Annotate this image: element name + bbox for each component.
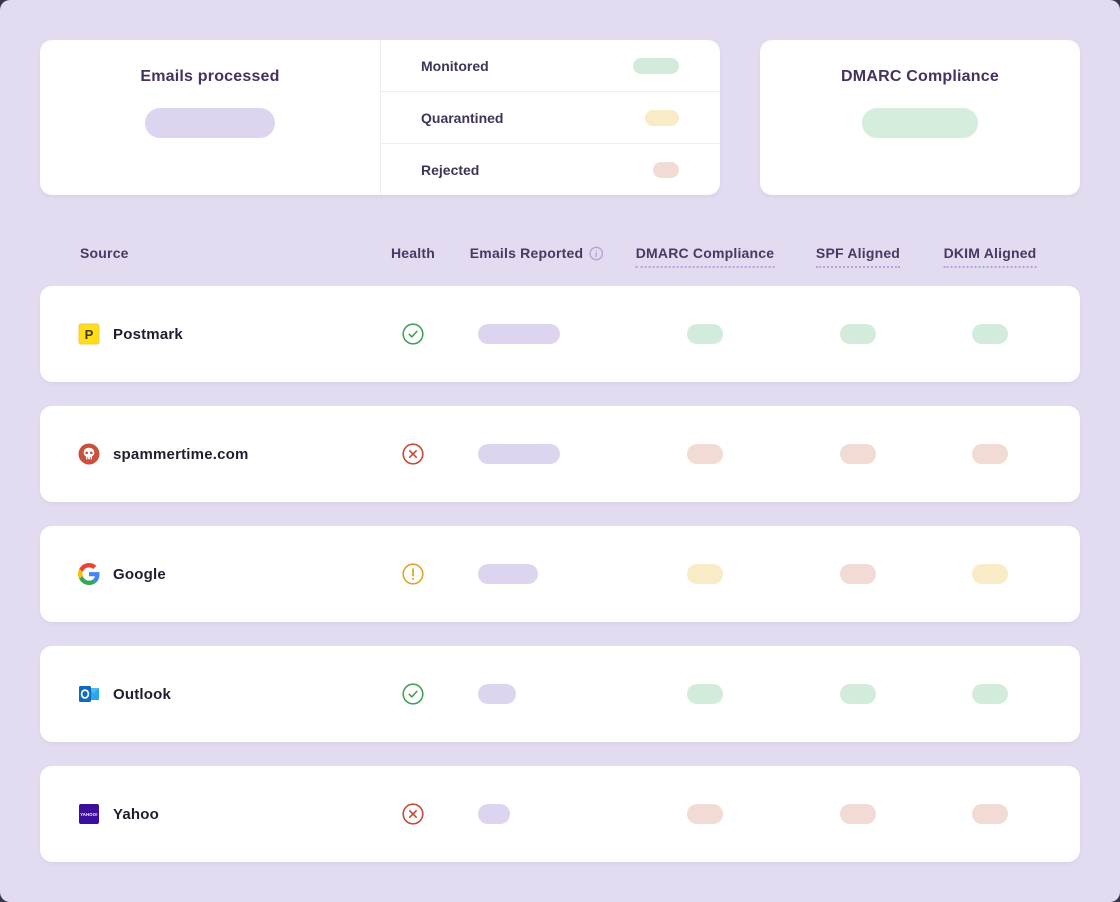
breakdown-value-placeholder bbox=[653, 161, 679, 178]
google-logo bbox=[78, 563, 100, 585]
dmarc-compliance-card: DMARC Compliance bbox=[760, 40, 1080, 195]
breakdown-list: Monitored Quarantined Rejected bbox=[380, 40, 720, 195]
svg-text:YAHOO!: YAHOO! bbox=[80, 812, 98, 817]
spf-aligned-status-pill bbox=[840, 324, 876, 344]
dmarc-compliance-status-pill bbox=[687, 444, 723, 464]
table-row[interactable]: Outlook bbox=[40, 646, 1080, 742]
emails-processed-section: Emails processed bbox=[40, 40, 380, 195]
health-status-icon bbox=[402, 683, 424, 705]
source-name: Google bbox=[113, 565, 166, 583]
column-header-dkim-aligned[interactable]: DKIM Aligned bbox=[943, 245, 1037, 268]
dkim-aligned-status-pill bbox=[972, 444, 1008, 464]
breakdown-item: Rejected bbox=[381, 144, 720, 195]
source-name: Postmark bbox=[113, 325, 183, 343]
source-cell: Outlook bbox=[78, 646, 171, 742]
emails-reported-value-placeholder bbox=[478, 684, 516, 704]
spf-aligned-status-pill bbox=[840, 564, 876, 584]
dmarc-compliance-value-placeholder bbox=[862, 108, 978, 138]
table-row[interactable]: YAHOO! Yahoo bbox=[40, 766, 1080, 862]
breakdown-item: Quarantined bbox=[381, 92, 720, 144]
source-cell: P Postmark bbox=[78, 286, 183, 382]
table-row[interactable]: P Postmark bbox=[40, 286, 1080, 382]
breakdown-value-placeholder bbox=[645, 109, 679, 126]
dkim-aligned-status-pill bbox=[972, 804, 1008, 824]
column-header-dmarc-compliance[interactable]: DMARC Compliance bbox=[635, 245, 775, 268]
table-header: Source Health Emails Reported DMARC Comp… bbox=[40, 245, 1080, 268]
column-header-emails-reported-label: Emails Reported bbox=[469, 245, 584, 261]
source-cell: YAHOO! Yahoo bbox=[78, 766, 159, 862]
spf-aligned-status-pill bbox=[840, 684, 876, 704]
health-status-icon bbox=[402, 443, 424, 465]
source-name: spammertime.com bbox=[113, 445, 249, 463]
table-row[interactable]: Google bbox=[40, 526, 1080, 622]
column-header-source: Source bbox=[80, 245, 129, 261]
source-name: Yahoo bbox=[113, 805, 160, 823]
health-status-icon bbox=[402, 563, 424, 585]
spammer-skull-logo bbox=[78, 443, 100, 465]
breakdown-label: Rejected bbox=[421, 161, 480, 178]
spf-aligned-status-pill bbox=[840, 444, 876, 464]
dmarc-compliance-status-pill bbox=[687, 684, 723, 704]
health-status-icon bbox=[402, 323, 424, 345]
svg-text:P: P bbox=[85, 327, 94, 342]
source-name: Outlook bbox=[113, 685, 172, 703]
health-status-icon bbox=[402, 803, 424, 825]
dkim-aligned-status-pill bbox=[972, 684, 1008, 704]
sources-table: P Postmark spammertime.com Google bbox=[40, 286, 1080, 862]
dmarc-compliance-status-pill bbox=[687, 804, 723, 824]
dkim-aligned-status-pill bbox=[972, 564, 1008, 584]
emails-processed-value-placeholder bbox=[145, 108, 275, 138]
summary-row: Emails processed Monitored Quarantined R… bbox=[40, 40, 1080, 195]
table-row[interactable]: spammertime.com bbox=[40, 406, 1080, 502]
breakdown-label: Quarantined bbox=[421, 109, 504, 126]
outlook-logo bbox=[78, 683, 100, 705]
info-icon[interactable] bbox=[589, 246, 604, 261]
breakdown-value-placeholder bbox=[633, 57, 679, 74]
dkim-aligned-status-pill bbox=[972, 324, 1008, 344]
source-cell: spammertime.com bbox=[78, 406, 249, 502]
yahoo-logo: YAHOO! bbox=[78, 803, 100, 825]
breakdown-item: Monitored bbox=[381, 40, 720, 92]
dmarc-compliance-status-pill bbox=[687, 564, 723, 584]
breakdown-label: Monitored bbox=[421, 57, 489, 74]
dmarc-compliance-status-pill bbox=[687, 324, 723, 344]
emails-processed-card: Emails processed Monitored Quarantined R… bbox=[40, 40, 720, 195]
column-header-spf-aligned[interactable]: SPF Aligned bbox=[815, 245, 901, 268]
dmarc-compliance-title: DMARC Compliance bbox=[841, 68, 999, 85]
emails-processed-title: Emails processed bbox=[140, 68, 280, 85]
emails-reported-value-placeholder bbox=[478, 804, 510, 824]
column-header-emails-reported: Emails Reported bbox=[470, 245, 604, 261]
spf-aligned-status-pill bbox=[840, 804, 876, 824]
column-header-health: Health bbox=[391, 245, 435, 261]
postmark-logo: P bbox=[78, 323, 100, 345]
emails-reported-value-placeholder bbox=[478, 564, 538, 584]
emails-reported-value-placeholder bbox=[478, 324, 560, 344]
source-cell: Google bbox=[78, 526, 166, 622]
emails-reported-value-placeholder bbox=[478, 444, 560, 464]
